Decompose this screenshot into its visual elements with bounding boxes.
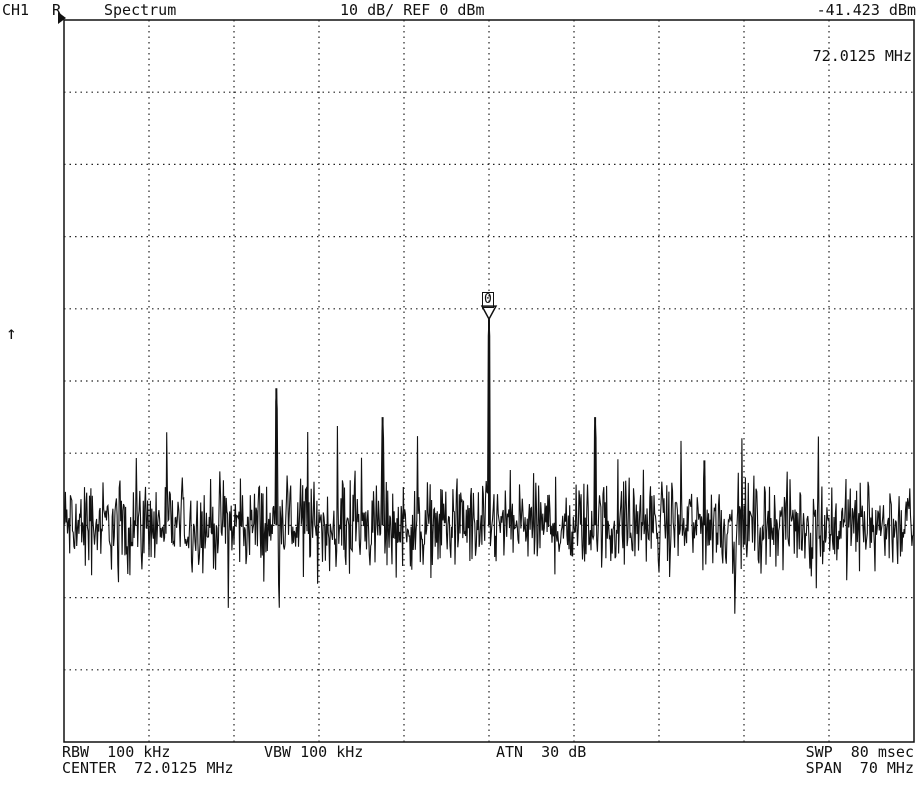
marker-triangle-icon <box>480 305 498 321</box>
trace-label: R <box>52 1 62 19</box>
sweep-time-label: SWP 80 msec <box>805 743 914 761</box>
mode-label: Spectrum <box>104 1 177 19</box>
reference-pointer-icon <box>58 12 66 24</box>
scale-label: 10 dB/ REF 0 dBm <box>340 1 485 19</box>
span-label: SPAN 70 MHz <box>805 759 914 777</box>
attenuation-label: ATN 30 dB <box>496 743 587 761</box>
graticule <box>58 12 915 743</box>
vbw-label: VBW 100 kHz <box>264 743 364 761</box>
marker-frequency-readout: 72.0125 MHz <box>812 47 912 65</box>
marker-number-label: 0 <box>482 292 494 308</box>
channel-label: CH1 <box>2 1 30 19</box>
reference-arrow-icon: ↑ <box>6 323 17 344</box>
marker-level-readout: -41.423 dBm <box>816 1 916 19</box>
rbw-label: RBW 100 kHz <box>62 743 171 761</box>
center-frequency-label: CENTER 72.0125 MHz <box>62 759 234 777</box>
spectrum-trace <box>63 319 915 614</box>
marker <box>480 305 498 321</box>
